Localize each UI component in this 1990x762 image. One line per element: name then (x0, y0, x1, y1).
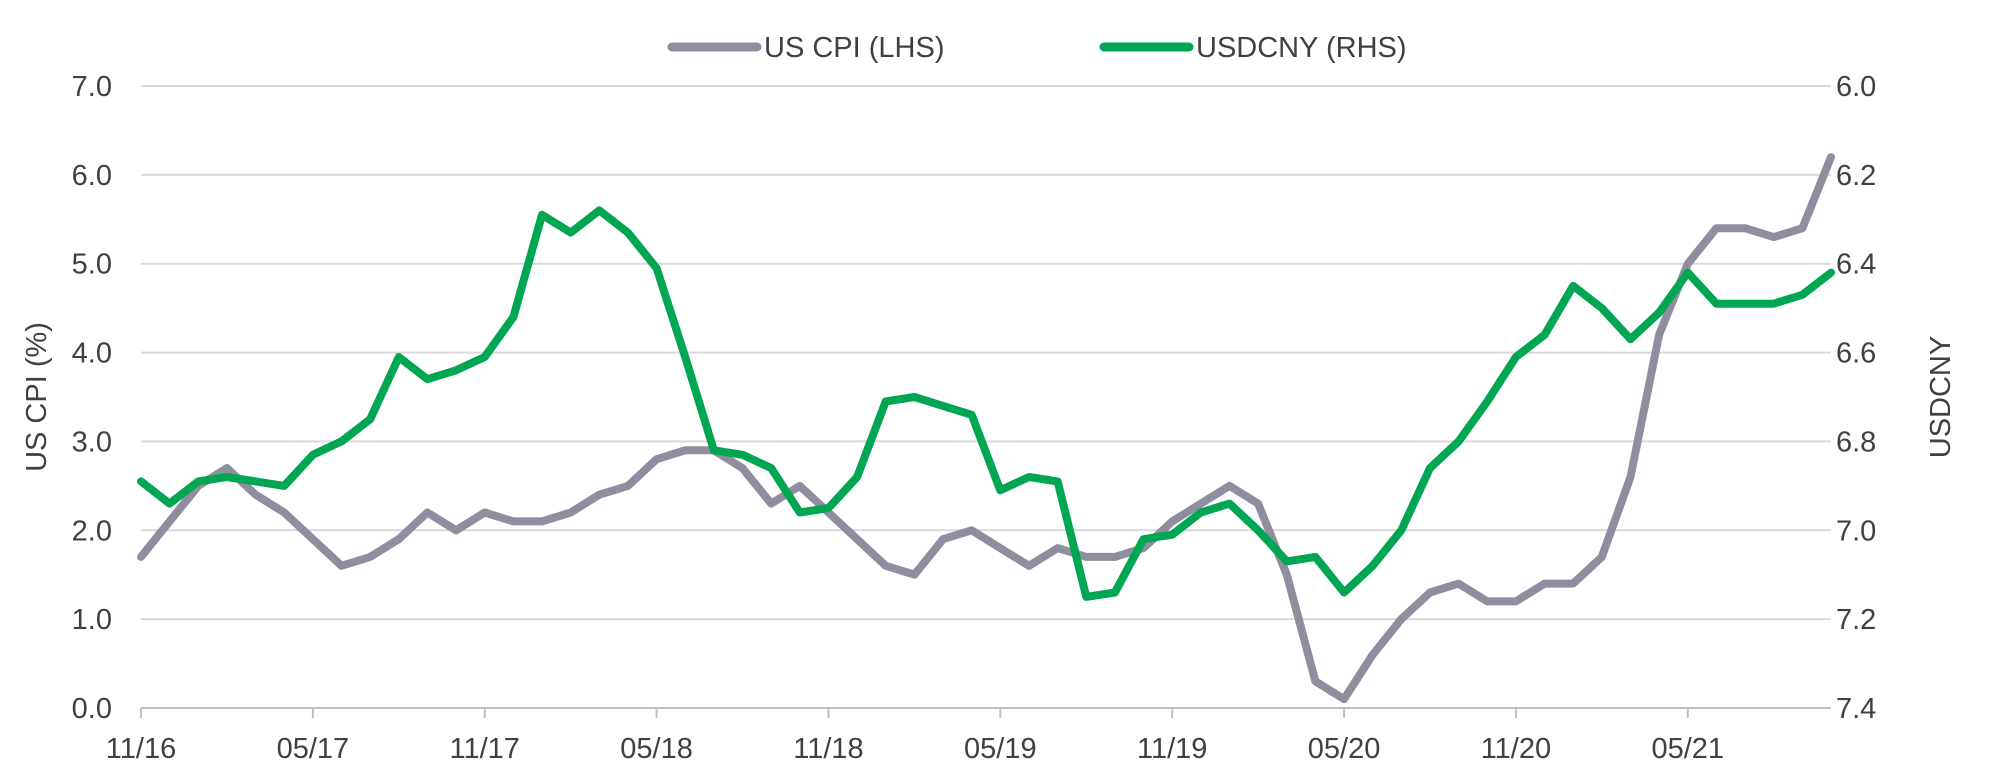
left-tick-label: 7.0 (72, 71, 112, 103)
x-tick-label: 05/19 (964, 733, 1037, 762)
axis-layer: 0.0 1.0 2.0 3.0 4.0 5.0 6.0 7.0 6.0 6.2 6.4 6.6 6.8 7… (21, 71, 1957, 762)
x-tick-label: 11/17 (450, 733, 520, 762)
x-tick-label: 11/19 (1137, 733, 1207, 762)
right-axis-title: USDCNY (1925, 336, 1957, 458)
right-tick-label: 7.0 (1836, 515, 1876, 547)
x-tick-label: 05/17 (277, 733, 350, 762)
left-tick-label: 0.0 (72, 693, 112, 725)
right-tick-label: 6.2 (1836, 160, 1876, 192)
x-tick-label: 11/18 (793, 733, 863, 762)
series-line-usdcny (137, 206, 1835, 601)
left-tick-label: 5.0 (72, 249, 112, 281)
left-tick-label: 1.0 (72, 604, 112, 636)
right-tick-label: 6.0 (1836, 71, 1876, 103)
left-tick-label: 3.0 (72, 426, 112, 458)
left-tick-label: 4.0 (72, 338, 112, 370)
left-axis-title: US CPI (%) (21, 322, 53, 472)
right-tick-label: 7.4 (1836, 693, 1876, 725)
x-tick-label: 05/20 (1308, 733, 1381, 762)
x-tick-label: 11/20 (1481, 733, 1551, 762)
series-layer (137, 153, 1835, 704)
x-tick-label: 11/16 (106, 733, 176, 762)
right-tick-label: 7.2 (1836, 604, 1876, 636)
left-tick-label: 6.0 (72, 160, 112, 192)
right-tick-label: 6.8 (1836, 426, 1876, 458)
right-tick-label: 6.4 (1836, 249, 1876, 281)
x-tick-label: 05/21 (1651, 733, 1724, 762)
left-tick-label: 2.0 (72, 515, 112, 547)
x-tick-label: 05/18 (620, 733, 693, 762)
series-line-us-cpi (137, 153, 1835, 704)
legend-label: USDCNY (RHS) (1196, 32, 1407, 64)
right-tick-label: 6.6 (1836, 338, 1876, 370)
legend: US CPI (LHS) USDCNY (RHS) (667, 32, 1407, 64)
legend-label: US CPI (LHS) (764, 32, 944, 64)
grid-layer (141, 85, 1831, 709)
